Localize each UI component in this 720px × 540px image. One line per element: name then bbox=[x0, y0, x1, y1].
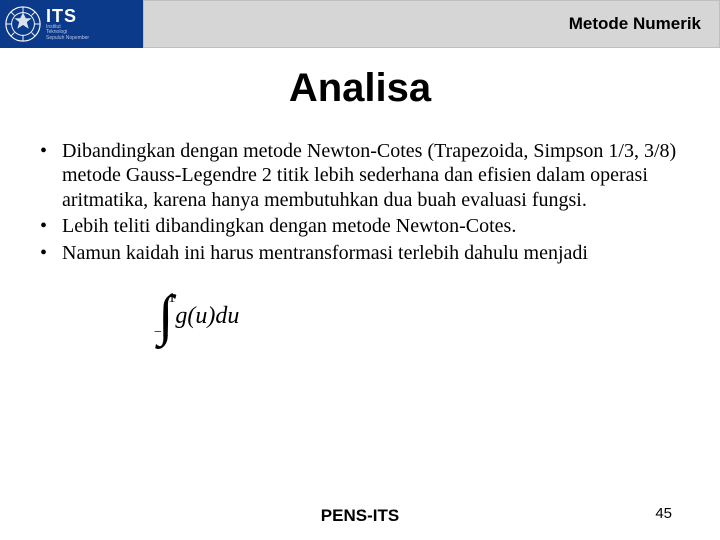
course-title: Metode Numerik bbox=[569, 14, 701, 34]
logo-sub3: Sepuluh Nopember bbox=[46, 36, 89, 42]
bullet-item: Namun kaidah ini harus mentransformasi t… bbox=[38, 241, 682, 265]
logo-box: ITS Institut Teknologi Sepuluh Nopember bbox=[0, 0, 143, 48]
integral-formula: 1 ∫ −1 g(u)du bbox=[158, 295, 682, 337]
header-band: Metode Numerik bbox=[143, 0, 720, 48]
its-emblem-icon bbox=[4, 5, 42, 43]
slide-title: Analisa bbox=[0, 66, 720, 111]
bullet-list: Dibandingkan dengan metode Newton-Cotes … bbox=[38, 139, 682, 265]
bullet-item: Dibandingkan dengan metode Newton-Cotes … bbox=[38, 139, 682, 212]
header-bar: ITS Institut Teknologi Sepuluh Nopember … bbox=[0, 0, 720, 48]
footer-label: PENS-ITS bbox=[0, 506, 720, 526]
logo-text: ITS Institut Teknologi Sepuluh Nopember bbox=[46, 7, 89, 42]
logo-its-label: ITS bbox=[46, 7, 89, 25]
bullet-item: Lebih teliti dibandingkan dengan metode … bbox=[38, 214, 682, 238]
content-area: Dibandingkan dengan metode Newton-Cotes … bbox=[0, 139, 720, 337]
integral-lower-limit: −1 bbox=[154, 329, 169, 337]
page-number: 45 bbox=[655, 505, 672, 522]
integrand-text: g(u)du bbox=[175, 303, 239, 330]
